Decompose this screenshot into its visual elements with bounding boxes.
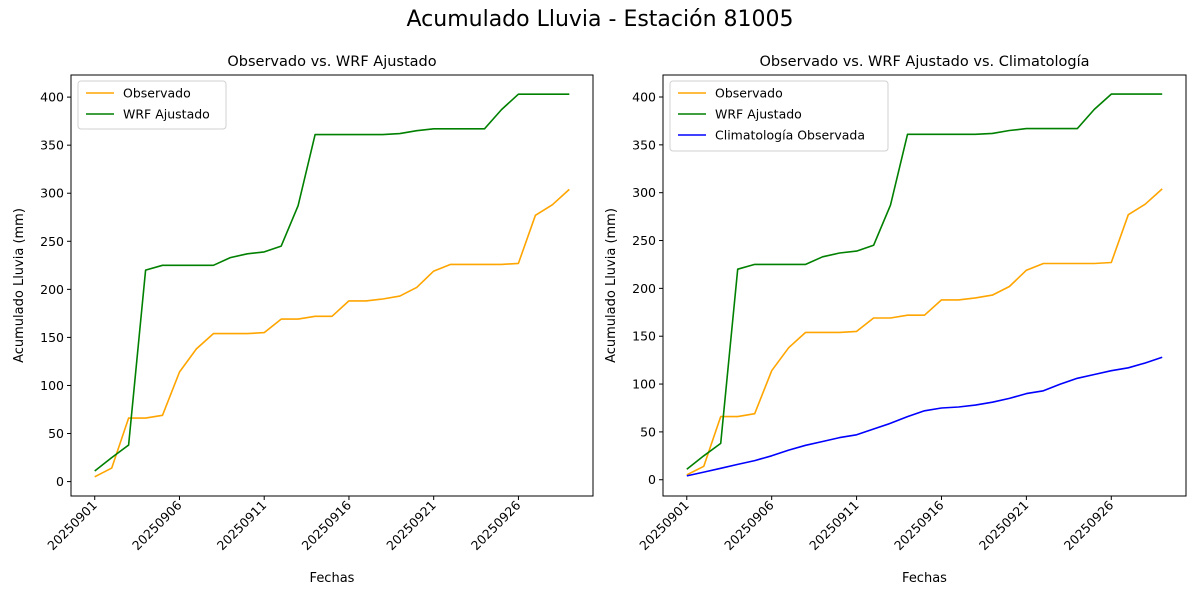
x-tick-label: 20250926 [468,497,524,553]
y-tick-label: 350 [632,137,656,152]
x-tick-label: 20250921 [976,498,1032,554]
x-tick-label: 20250921 [383,498,439,554]
y-axis-label-1: Acumulado Lluvia (mm) [12,208,27,363]
series-line-wrf-ajustado [94,93,570,472]
y-axis-label-2: Acumulado Lluvia (mm) [604,208,619,363]
y-tick-label: 400 [40,90,64,105]
y-tick-label: 100 [632,377,656,392]
x-tick-label: 20250901 [44,498,100,554]
x-tick-label: 20250906 [721,497,777,553]
series-line-climatologia-observada [686,356,1163,477]
y-tick-label: 250 [632,233,656,248]
y-tick-label: 300 [40,186,64,201]
x-tick-label: 20250916 [891,497,947,553]
y-tick-label: 100 [40,378,64,393]
y-tick-label: 0 [56,474,64,489]
legend-label: Observado [715,86,783,101]
chart-title-1: Observado vs. WRF Ajustado [227,54,436,70]
y-tick-label: 50 [640,424,656,439]
figure-suptitle: Acumulado Lluvia - Estación 81005 [406,7,794,32]
x-tick-label: 20250926 [1061,497,1117,553]
series-line-observado [686,188,1163,476]
legend-label: Observado [123,86,191,101]
legend-label: WRF Ajustado [715,107,802,122]
y-tick-label: 150 [632,329,656,344]
chart-title-2: Observado vs. WRF Ajustado vs. Climatolo… [760,54,1090,70]
x-axis-label-1: Fechas [310,571,355,586]
x-tick-label: 20250901 [636,498,692,554]
series-line-observado [94,188,570,478]
x-tick-label: 20250906 [129,497,185,553]
y-tick-label: 250 [40,234,64,249]
series-line-wrf-ajustado [686,93,1163,470]
y-tick-label: 0 [648,472,656,487]
y-tick-label: 200 [632,281,656,296]
plot-frame-1 [70,74,594,497]
y-tick-label: 300 [632,185,656,200]
y-tick-label: 150 [40,330,64,345]
x-axis-label-2: Fechas [902,571,947,586]
x-tick-label: 20250916 [298,497,354,553]
y-tick-label: 400 [632,90,656,105]
legend-box-1 [77,80,227,130]
plot-frame-2 [662,74,1187,497]
y-tick-label: 200 [40,282,64,297]
x-tick-label: 20250911 [806,498,862,554]
x-tick-label: 20250911 [214,498,270,554]
y-tick-label: 50 [48,426,64,441]
legend-label: Climatología Observada [715,128,865,143]
legend-label: WRF Ajustado [123,107,210,122]
legend-box-2 [669,80,889,152]
y-tick-label: 350 [40,138,64,153]
